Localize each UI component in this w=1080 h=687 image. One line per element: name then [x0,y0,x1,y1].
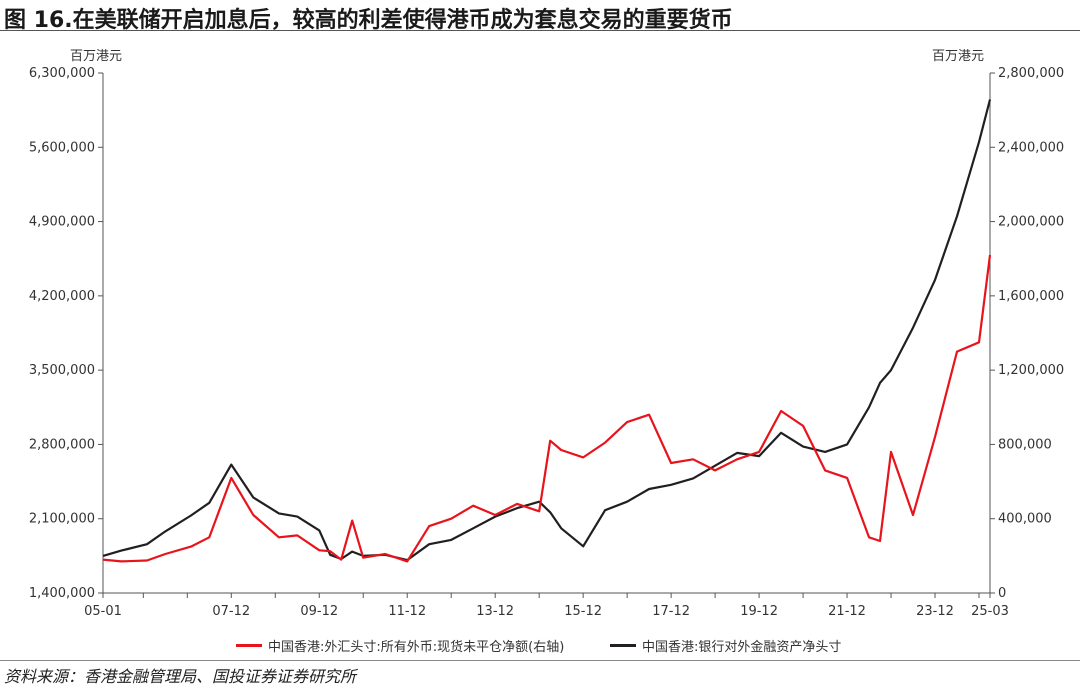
right-tick-label: 2,400,000 [998,140,1064,155]
legend-swatch-red [236,644,262,647]
x-tick-label: 17-12 [652,604,690,619]
right-tick-label: 400,000 [998,512,1052,527]
x-tick-label: 05-01 [84,604,122,619]
x-tick-label: 09-12 [300,604,338,619]
right-tick-label: 2,000,000 [998,215,1064,230]
x-tick-label: 07-12 [212,604,250,619]
left-tick-label: 5,600,000 [29,140,95,155]
left-tick-label: 1,400,000 [29,586,95,601]
left-tick-label: 4,200,000 [29,289,95,304]
right-tick-label: 1,600,000 [998,289,1064,304]
x-tick-label: 23-12 [916,604,954,619]
right-axis-unit: 百万港元 [932,49,985,64]
x-tick-label: 11-12 [388,604,426,619]
x-tick-label: 19-12 [740,604,778,619]
x-tick-label: 21-12 [828,604,866,619]
legend-item-red-series: 中国香港:外汇头寸:所有外币:现货未平仓净额(右轴) [236,636,564,655]
right-tick-label: 800,000 [998,437,1052,452]
left-tick-label: 6,300,000 [29,66,95,81]
left-tick-label: 3,500,000 [29,363,95,378]
left-tick-label: 2,800,000 [29,437,95,452]
title-rule [0,30,1080,31]
legend-swatch-black [610,644,636,647]
legend-label-black: 中国香港:银行对外金融资产净头寸 [642,640,842,655]
chart-legend: 中国香港:外汇头寸:所有外币:现货未平仓净额(右轴) 中国香港:银行对外金融资产… [0,636,1080,655]
x-tick-label: 13-12 [476,604,514,619]
footer-rule [0,660,1080,661]
x-tick-label: 15-12 [564,604,602,619]
series-line-bank-net-assets [102,99,992,562]
x-tick-label: 25-03 [971,604,1009,619]
legend-item-black-series: 中国香港:银行对外金融资产净头寸 [610,636,841,655]
figure-title: 图 16.在美联储开启加息后，较高的利差使得港币成为套息交易的重要货币 [4,8,733,33]
right-tick-label: 0 [998,586,1006,601]
right-tick-label: 1,200,000 [998,363,1064,378]
figure-header: 图 16.在美联储开启加息后，较高的利差使得港币成为套息交易的重要货币 [0,0,1080,34]
source-note: 资料来源：香港金融管理局、国投证券证券研究所 [4,667,357,686]
left-tick-label: 2,100,000 [29,512,95,527]
left-axis-unit: 百万港元 [70,49,123,64]
right-tick-label: 2,800,000 [998,66,1064,81]
series-line-fx-position [102,254,992,563]
left-tick-label: 4,900,000 [29,215,95,230]
legend-label-red: 中国香港:外汇头寸:所有外币:现货未平仓净额(右轴) [268,640,565,655]
